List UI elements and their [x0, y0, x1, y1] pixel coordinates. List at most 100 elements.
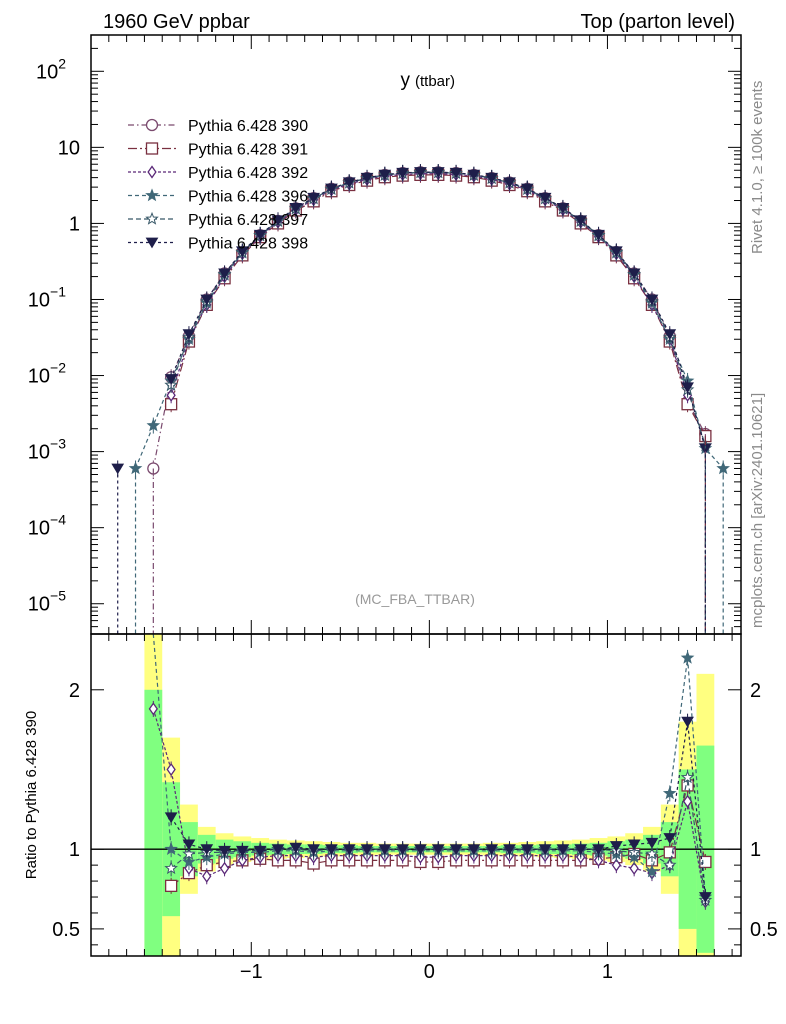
main-point [556, 202, 570, 214]
mcplots-label: mcplots.cern.ch [arXiv:2401.10621] [749, 393, 766, 628]
ratio-point [645, 846, 659, 860]
legend-label: Pythia 6.428 397 [188, 212, 308, 229]
main-point [574, 215, 588, 227]
ratio-point [414, 844, 427, 856]
plot-title-sub: (ttbar) [415, 73, 455, 90]
legend-marker [147, 165, 157, 179]
legend-marker [145, 237, 159, 249]
ratio-point [449, 844, 463, 856]
ratio-point [467, 844, 481, 856]
ratio-point [164, 861, 178, 875]
header-right-label: Top (parton level) [580, 11, 735, 33]
y-tick-base: 1 [69, 213, 80, 235]
ratio-y-tick-label-right: 0.5 [750, 919, 778, 941]
ratio-point [378, 844, 392, 856]
main-point [218, 268, 231, 280]
ratio-point [325, 844, 338, 856]
y-tick-label: 10 [58, 137, 80, 159]
ratio-point [182, 839, 196, 851]
y-tick-exponent: −5 [50, 588, 66, 604]
ratio-point [627, 839, 641, 851]
ratio-point [682, 794, 693, 809]
y-tick-base: 10 [28, 442, 50, 464]
legend-marker [145, 211, 159, 225]
main-point [503, 177, 516, 189]
y-tick-base: 10 [28, 518, 50, 540]
ratio-point [164, 812, 178, 824]
ratio-point [219, 861, 230, 875]
ratio-point [611, 858, 621, 872]
main-point [271, 215, 285, 227]
ratio-point [164, 879, 178, 893]
legend-marker [145, 188, 159, 202]
ratio-point [289, 842, 303, 854]
main-point [253, 229, 267, 241]
ratio-point [556, 844, 570, 856]
ratio-band-inner [144, 689, 163, 956]
plot-title-main: y [401, 70, 411, 91]
ratio-point [485, 844, 499, 856]
ratio-point [503, 844, 516, 856]
main-point [146, 418, 161, 432]
ratio-y-tick-label-right: 1 [750, 839, 761, 861]
ratio-plot-series [148, 633, 713, 910]
main-series-5 [111, 164, 712, 477]
ratio-point [645, 837, 659, 849]
main-point [431, 167, 445, 179]
ratio-point [342, 844, 356, 856]
x-tick-label: 0 [424, 961, 435, 983]
ratio-point [396, 844, 410, 856]
ratio-point [662, 786, 677, 800]
ratio-series-4 [164, 713, 712, 906]
y-tick-label: 10−4 [28, 512, 66, 540]
y-tick-base: 10 [58, 137, 80, 159]
ratio-point [609, 841, 623, 852]
ratio-point [235, 845, 249, 857]
y-tick-exponent: −3 [50, 436, 66, 452]
ratio-y-tick-label: 2 [69, 680, 80, 702]
ratio-point [166, 762, 176, 777]
y-tick-label: 10−3 [28, 436, 66, 464]
y-tick-label: 102 [36, 55, 66, 83]
legend-label: Pythia 6.428 392 [188, 165, 308, 182]
y-tick-exponent: −2 [50, 360, 66, 376]
main-point [485, 172, 499, 184]
ratio-point [663, 833, 677, 844]
ratio-y-tick-label: 1 [69, 839, 80, 861]
main-point [307, 192, 320, 204]
main-point [449, 167, 463, 179]
main-point [166, 388, 176, 402]
ratio-point [218, 845, 231, 857]
main-point [627, 268, 641, 280]
legend-label: Pythia 6.428 396 [188, 189, 308, 206]
ratio-point [574, 844, 588, 856]
y-tick-label: 1 [69, 213, 80, 235]
main-point [467, 169, 481, 181]
main-point [538, 192, 552, 204]
y-tick-base: 10 [28, 366, 50, 388]
main-point [396, 167, 410, 179]
ratio-point [629, 861, 639, 875]
legend-label: Pythia 6.428 398 [188, 236, 308, 253]
y-tick-base: 10 [28, 594, 50, 616]
main-point [360, 172, 374, 184]
main-point [414, 167, 427, 179]
y-tick-exponent: 2 [58, 55, 66, 71]
ratio-point [538, 844, 552, 856]
ratio-point [164, 842, 178, 855]
legend-marker [145, 142, 159, 155]
header-left-label: 1960 GeV ppbar [103, 11, 250, 33]
y-tick-base: 10 [28, 289, 50, 311]
ratio-point [307, 844, 320, 856]
y-tick-label: 10−5 [28, 588, 66, 616]
y-tick-exponent: −4 [50, 512, 66, 528]
main-point [289, 202, 303, 214]
ratio-y-tick-label: 0.5 [52, 919, 80, 941]
ratio-point [520, 844, 534, 856]
main-point [609, 246, 623, 258]
y-tick-label: 10−1 [28, 283, 66, 311]
ratio-point [680, 770, 695, 784]
legend-marker [145, 118, 159, 132]
